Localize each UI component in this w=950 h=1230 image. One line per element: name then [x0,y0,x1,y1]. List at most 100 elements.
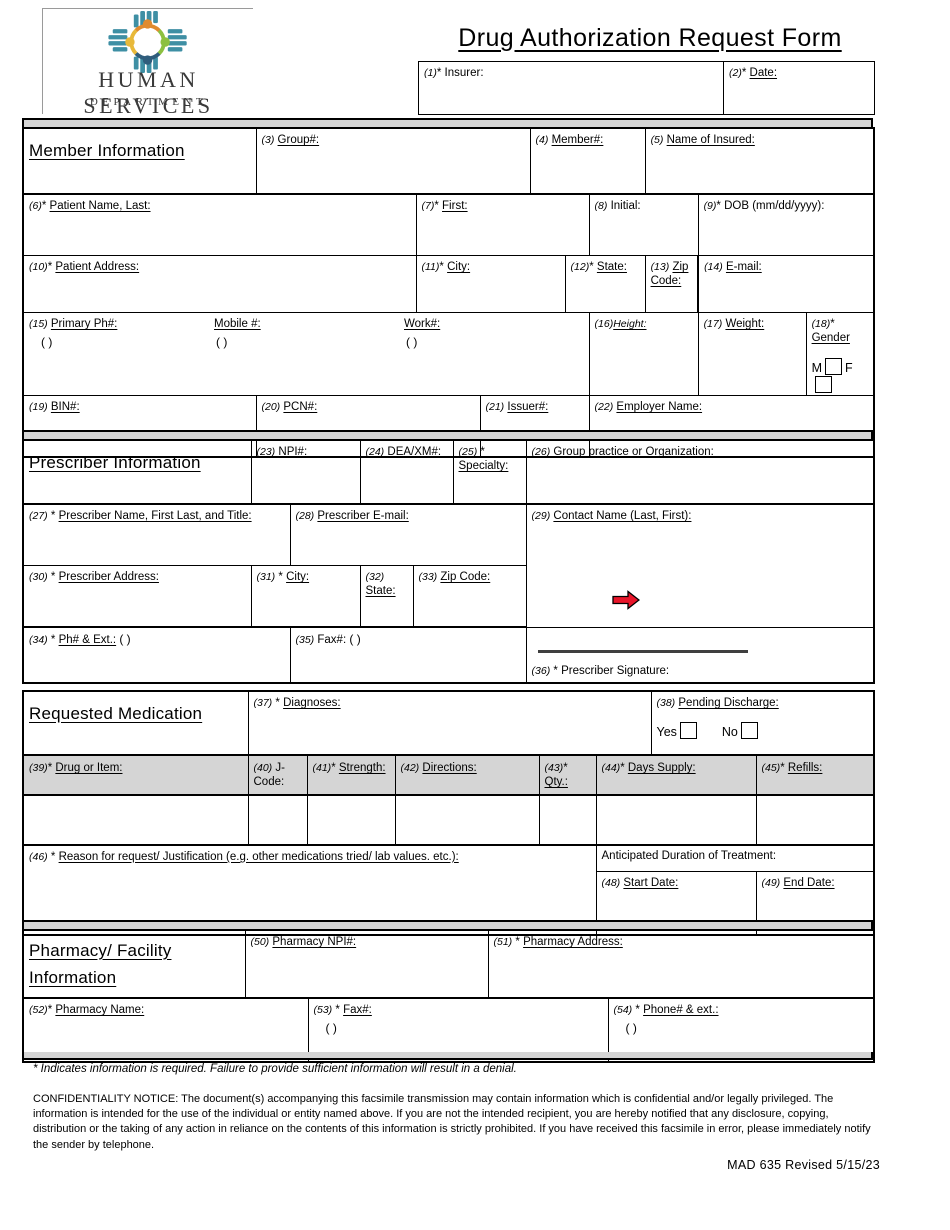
field-number: (13) [650,261,670,273]
table-row: Pharmacy/ Facility Information (50) Phar… [22,929,876,999]
field-patient-city[interactable]: (11)* City: [415,255,566,313]
field-contact-name[interactable]: (29) Contact Name (Last, First): [525,503,876,628]
field-patient-email[interactable]: (14) E-mail: [697,255,876,313]
field-number: (34) [29,634,48,646]
field-label: Group practice or Organization: [553,446,714,458]
field-number: (9) [703,200,717,212]
field-mobile-phone[interactable]: Mobile #: ( ) [214,317,404,350]
field-prescriber-fax[interactable]: (35) Fax#: ( ) [289,626,527,684]
field-insurer[interactable]: (1)* Insurer: [418,61,724,115]
field-patient-dob[interactable]: (9)* DOB (mm/dd/yyyy): [697,193,876,256]
field-primary-phone[interactable]: (15) Primary Ph#: ( ) [29,317,214,350]
section-title: Prescriber Information [29,453,201,472]
page-title: Drug Authorization Request Form [458,24,842,52]
field-patient-last-name[interactable]: (6)* Patient Name, Last: [22,193,417,256]
phone-area-code[interactable]: ( ) [41,335,53,350]
field-name-of-insured[interactable]: (5) Name of Insured: [644,127,876,195]
field-number: (3) [261,134,275,146]
pending-discharge-yes-checkbox[interactable] [679,722,697,740]
field-label: Mobile #: [214,318,261,330]
field-dea-xm-number[interactable]: (24) DEA/XM#: [359,439,454,505]
field-label: BIN#: [50,401,80,413]
field-number: (53) [313,1004,333,1016]
field-label: Gender [811,332,850,345]
field-patient-zip[interactable]: (13) Zip Code: [644,255,700,313]
field-label: City: [447,261,471,273]
field-patient-initial[interactable]: (8) Initial: [588,193,699,256]
drug-cell-strength[interactable] [306,793,396,846]
field-pharmacy-address[interactable]: (51) * Pharmacy Address: [487,929,876,999]
field-prescriber-phone-ext[interactable]: (34) * Ph# & Ext.: ( ) [22,626,291,684]
field-label: Initial: [610,200,641,212]
field-patient-first-name[interactable]: (7)* First: [415,193,590,256]
field-pharmacy-npi[interactable]: (50) Pharmacy NPI#: [244,929,489,999]
member-information-table: Member Information (3) Group#: (4) Membe… [21,127,876,458]
drug-cell-qty[interactable] [538,793,597,846]
pending-discharge-no-checkbox[interactable] [740,722,758,740]
field-group-number[interactable]: (3) Group#: [255,127,531,195]
field-label: Height: [613,318,647,330]
field-member-number[interactable]: (4) Member#: [529,127,646,195]
table-row: (34) * Ph# & Ext.: ( ) (35) Fax#: ( ) (3… [22,626,876,684]
field-weight[interactable]: (17) Weight: [697,312,807,396]
field-number: (8) [594,200,608,212]
pending-discharge-yes-label: Yes [656,725,677,740]
gender-female-checkbox[interactable] [814,376,832,394]
drug-cell-refills[interactable] [755,793,876,846]
field-group-practice[interactable]: (26) Group practice or Organization: [525,439,876,505]
drug-table-header-row: (39)* Drug or Item: (40) J-Code: (41)* S… [22,754,876,796]
field-number: (17) [703,318,723,330]
prescriber-information-table: Prescriber Information (23) NPI#: (24) D… [22,439,876,684]
fax-area-code[interactable]: ( ) [325,1021,337,1036]
field-specialty[interactable]: (25) * Specialty: [452,439,527,505]
field-height[interactable]: (16)Height: [588,312,699,396]
section-title-line1: Pharmacy/ Facility [29,941,172,960]
pending-discharge-options: Yes No [657,722,869,741]
phone-area-code[interactable]: ( ) [119,632,131,646]
field-label: Weight: [725,318,765,330]
drug-cell-jcode[interactable] [247,793,308,846]
phone-area-code[interactable]: ( ) [216,335,228,350]
field-prescriber-name[interactable]: (27) * Prescriber Name, First Last, and … [22,503,291,566]
drug-cell-days-supply[interactable] [595,793,757,846]
field-patient-state[interactable]: (12)* State: [564,255,646,313]
fax-area-code[interactable]: ( ) [349,632,361,646]
field-patient-address[interactable]: (10)* Patient Address: [22,255,417,313]
phone-area-code[interactable]: ( ) [625,1021,637,1036]
pharmacy-information-table: Pharmacy/ Facility Information (50) Phar… [22,929,876,1063]
field-label: Patient Address: [55,261,140,273]
field-npi-number[interactable]: (23) NPI#: [250,439,361,505]
form-revision-id: MAD 635 Revised 5/15/23 [727,1158,880,1172]
field-prescriber-address[interactable]: (30) * Prescriber Address: [22,565,252,628]
field-prescriber-city[interactable]: (31) * City: [250,565,361,628]
field-prescriber-state[interactable]: (32) State: [359,565,414,628]
field-label: Pharmacy Name: [55,1004,145,1016]
drug-cell-directions[interactable] [394,793,540,846]
drug-cell-drug[interactable] [22,793,249,846]
column-header-label: Directions: [422,762,477,774]
phone-area-code[interactable]: ( ) [406,335,418,350]
field-number: (18) [811,318,831,330]
field-number: (42) [400,762,420,774]
field-diagnoses[interactable]: (37) * Diagnoses: [247,690,652,756]
field-number: (23) [256,446,276,458]
field-prescriber-signature[interactable]: (36) * Prescriber Signature: [525,626,876,684]
member-section-title-cell: Member Information [22,127,257,195]
field-number: (11) [421,261,440,273]
field-number: (19) [29,401,48,413]
field-prescriber-email[interactable]: (28) Prescriber E-mail: [289,503,527,566]
field-number: (14) [704,261,723,273]
field-number: (28) [295,510,315,522]
gender-male-checkbox[interactable] [824,357,842,375]
requested-medication-table: Requested Medication (37) * Diagnoses: (… [22,690,876,936]
field-label: Group#: [277,134,320,146]
field-number: (15) [29,318,48,330]
field-label: Fax#: [343,1004,372,1016]
field-prescriber-zip[interactable]: (33) Zip Code: [412,565,527,628]
field-work-phone[interactable]: Work#: ( ) [404,317,440,350]
field-number: (51) [493,936,513,948]
field-date[interactable]: (2)* Date: [723,61,875,115]
field-label: Zip Code: [650,261,689,288]
pharmacy-section-title-cell: Pharmacy/ Facility Information [22,929,246,999]
field-number: (21) [485,401,505,413]
